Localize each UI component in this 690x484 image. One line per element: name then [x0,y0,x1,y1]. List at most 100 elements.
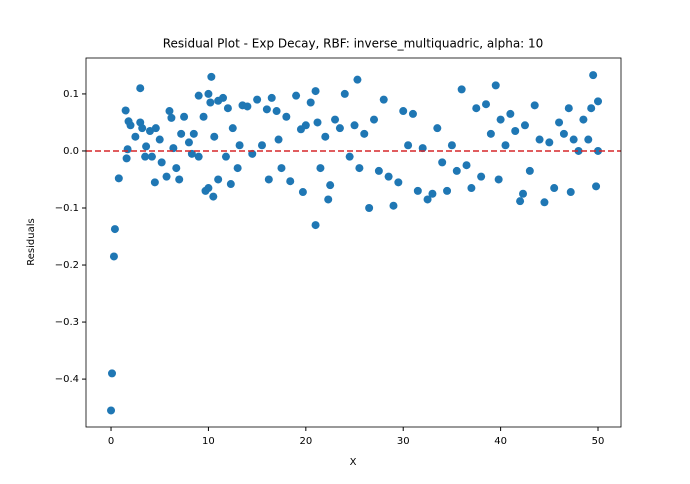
point [587,104,596,113]
y-tick-label: −0.1 [55,203,79,214]
point [136,84,145,93]
point [321,132,330,141]
point [301,121,310,130]
point [350,121,359,130]
point [457,85,466,94]
point [447,141,456,150]
point [214,175,223,184]
x-tick-label: 20 [299,436,312,447]
point [462,161,471,170]
point [121,106,130,115]
point [564,104,573,113]
point [545,138,554,147]
x-axis-label: X [350,457,357,468]
point [438,158,447,167]
point [525,166,534,175]
point [594,146,603,155]
x-tick-label: 50 [592,436,605,447]
point [506,109,515,118]
point [365,203,374,212]
point [264,175,273,184]
point [413,186,422,195]
point [175,175,184,184]
x-tick-label: 0 [108,436,114,447]
point [399,107,408,116]
point [467,184,476,193]
y-tick-label: 0.0 [63,146,79,157]
point [199,112,208,121]
point [165,107,174,116]
point [206,98,215,107]
point [379,95,388,104]
point [423,195,432,204]
point [345,152,354,161]
point [477,172,486,181]
x-tick-label: 30 [397,436,410,447]
point [374,166,383,175]
point [566,188,575,197]
point [384,172,393,181]
point [131,132,140,141]
point [306,98,315,107]
point [142,142,151,151]
y-axis-label: Residuals [26,218,37,265]
point [353,75,362,84]
point [494,175,503,184]
point [180,112,189,121]
point [292,91,301,100]
point [404,141,413,150]
point [162,172,171,181]
point [235,141,244,150]
point [370,115,379,124]
point [204,89,213,98]
point [540,198,549,207]
point [189,129,198,138]
point [207,72,216,81]
x-tick-label: 10 [202,436,215,447]
point [219,93,228,102]
point [574,146,583,155]
point [559,129,568,138]
point [169,144,178,153]
point [313,118,322,127]
point [311,221,320,230]
point [535,135,544,144]
point [141,152,150,161]
point [226,180,235,189]
point [167,113,176,122]
point [114,174,123,183]
point [233,164,242,173]
point [326,181,335,190]
point [584,135,593,144]
point [126,121,135,130]
point [187,149,196,158]
point [253,95,262,104]
point [418,144,427,153]
point [324,195,333,204]
point [331,115,340,124]
plot-frame [85,57,622,428]
point [286,177,295,186]
point [122,154,131,163]
point [298,188,307,197]
point [184,138,193,147]
point [335,124,344,133]
point [316,164,325,173]
point [594,97,603,106]
point [282,112,291,121]
y-tick-label: −0.4 [55,374,79,385]
y-tick-label: −0.3 [55,317,79,328]
point [194,152,203,161]
point [340,89,349,98]
point [150,178,159,187]
point [360,129,369,138]
point [589,71,598,80]
point [151,124,160,133]
point [204,184,213,193]
point [555,118,564,127]
point [209,192,218,201]
point [491,81,500,90]
point [389,201,398,210]
